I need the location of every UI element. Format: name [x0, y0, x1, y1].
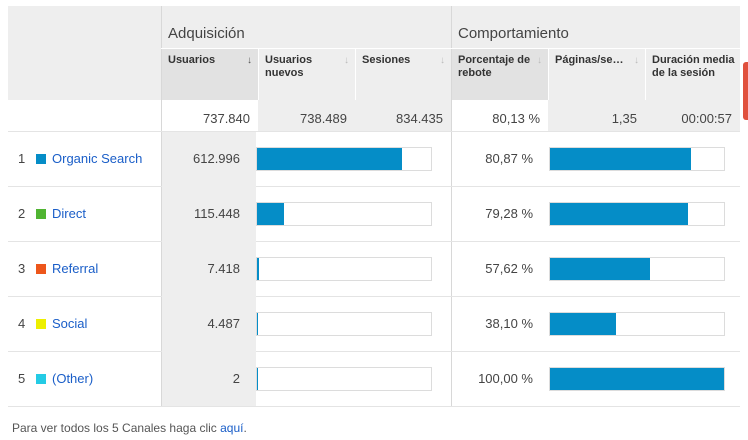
- users-bar-fill: [257, 203, 285, 225]
- bounce-rate-value: 100,00 %: [478, 371, 533, 386]
- row-index: 4: [18, 316, 26, 331]
- table-row: 2 Direct: [18, 206, 86, 222]
- column-header-sessions[interactable]: Sesiones ↓: [355, 49, 451, 100]
- bounce-rate-value: 38,10 %: [485, 316, 533, 331]
- footer-note: Para ver todos los 5 Canales haga clic a…: [12, 421, 247, 435]
- legend-swatch-icon: [36, 319, 46, 329]
- channel-link[interactable]: Social: [52, 316, 88, 331]
- table-row: 3 Referral: [18, 261, 98, 277]
- users-bar: [256, 312, 432, 336]
- row-index: 2: [18, 206, 26, 221]
- users-bar: [256, 257, 432, 281]
- users-value: 4.487: [207, 316, 240, 331]
- subheader-divider: [161, 48, 740, 49]
- group-header-acquisition: Adquisición: [168, 25, 245, 42]
- users-bar-fill: [257, 258, 259, 280]
- column-divider: [451, 6, 452, 406]
- bounce-rate-value: 80,87 %: [485, 151, 533, 166]
- bounce-rate-bar: [549, 147, 725, 171]
- channel-link[interactable]: Organic Search: [52, 151, 143, 166]
- legend-swatch-icon: [36, 209, 46, 219]
- header-background: [8, 6, 740, 100]
- channel-link[interactable]: Direct: [52, 206, 86, 221]
- view-all-link[interactable]: aquí: [220, 421, 244, 435]
- bounce-rate-bar-fill: [550, 148, 691, 170]
- table-row: 1 Organic Search: [18, 151, 142, 167]
- users-value: 612.996: [193, 151, 240, 166]
- bounce-rate-bar-fill: [550, 258, 651, 280]
- table-row: 5 (Other): [18, 371, 93, 387]
- users-value: 7.418: [207, 261, 240, 276]
- sort-arrow-icon: ↓: [634, 55, 639, 66]
- legend-swatch-icon: [36, 374, 46, 384]
- row-divider: [8, 406, 740, 407]
- users-value: 2: [232, 371, 240, 386]
- legend-swatch-icon: [36, 264, 46, 274]
- bounce-rate-bar-fill: [550, 368, 724, 390]
- bounce-rate-value: 79,28 %: [485, 206, 533, 221]
- users-bar: [256, 367, 432, 391]
- sort-arrow-icon: ↓: [440, 55, 445, 66]
- total-session-duration: 00:00:57: [645, 100, 740, 131]
- row-divider: [8, 351, 740, 352]
- sort-arrow-icon: ↓: [537, 55, 542, 66]
- users-bar-fill: [257, 148, 402, 170]
- total-sessions: 834.435: [355, 100, 451, 131]
- sort-arrow-icon: ↓: [247, 55, 252, 66]
- row-divider: [8, 186, 740, 187]
- bounce-rate-bar-fill: [550, 313, 617, 335]
- column-header-bounce-rate[interactable]: Porcentaje de rebote ↓: [452, 49, 548, 100]
- users-bar: [256, 147, 432, 171]
- side-tab[interactable]: [743, 62, 748, 120]
- total-pages-per-session: 1,35: [548, 100, 645, 131]
- bounce-rate-bar-fill: [550, 203, 688, 225]
- users-column-shade: [162, 132, 256, 406]
- users-bar: [256, 202, 432, 226]
- row-index: 3: [18, 261, 26, 276]
- bounce-rate-bar: [549, 312, 725, 336]
- channel-link[interactable]: (Other): [52, 371, 94, 386]
- row-divider: [8, 241, 740, 242]
- table-row: 4 Social: [18, 316, 87, 332]
- column-divider: [161, 6, 162, 406]
- column-header-users[interactable]: Usuarios ↓: [162, 49, 258, 100]
- column-header-session-duration[interactable]: Duración media de la sesión: [645, 49, 740, 100]
- total-users: 737.840: [203, 111, 250, 126]
- total-new-users: 738.489: [258, 100, 355, 131]
- sort-arrow-icon: ↓: [344, 55, 349, 66]
- legend-swatch-icon: [36, 154, 46, 164]
- bounce-rate-bar: [549, 257, 725, 281]
- row-index: 1: [18, 151, 26, 166]
- row-index: 5: [18, 371, 26, 386]
- bounce-rate-bar: [549, 202, 725, 226]
- row-divider: [8, 296, 740, 297]
- bounce-rate-value: 57,62 %: [485, 261, 533, 276]
- users-bar-fill: [257, 368, 258, 390]
- channel-link[interactable]: Referral: [52, 261, 99, 276]
- group-header-behavior: Comportamiento: [458, 25, 569, 42]
- users-bar-fill: [257, 313, 259, 335]
- total-bounce-rate: 80,13 %: [492, 111, 540, 126]
- column-header-new-users[interactable]: Usuarios nuevos ↓: [258, 49, 355, 100]
- users-value: 115.448: [193, 206, 240, 221]
- row-divider: [8, 131, 740, 132]
- column-header-pages-per-session[interactable]: Páginas/se… ↓: [548, 49, 645, 100]
- bounce-rate-bar: [549, 367, 725, 391]
